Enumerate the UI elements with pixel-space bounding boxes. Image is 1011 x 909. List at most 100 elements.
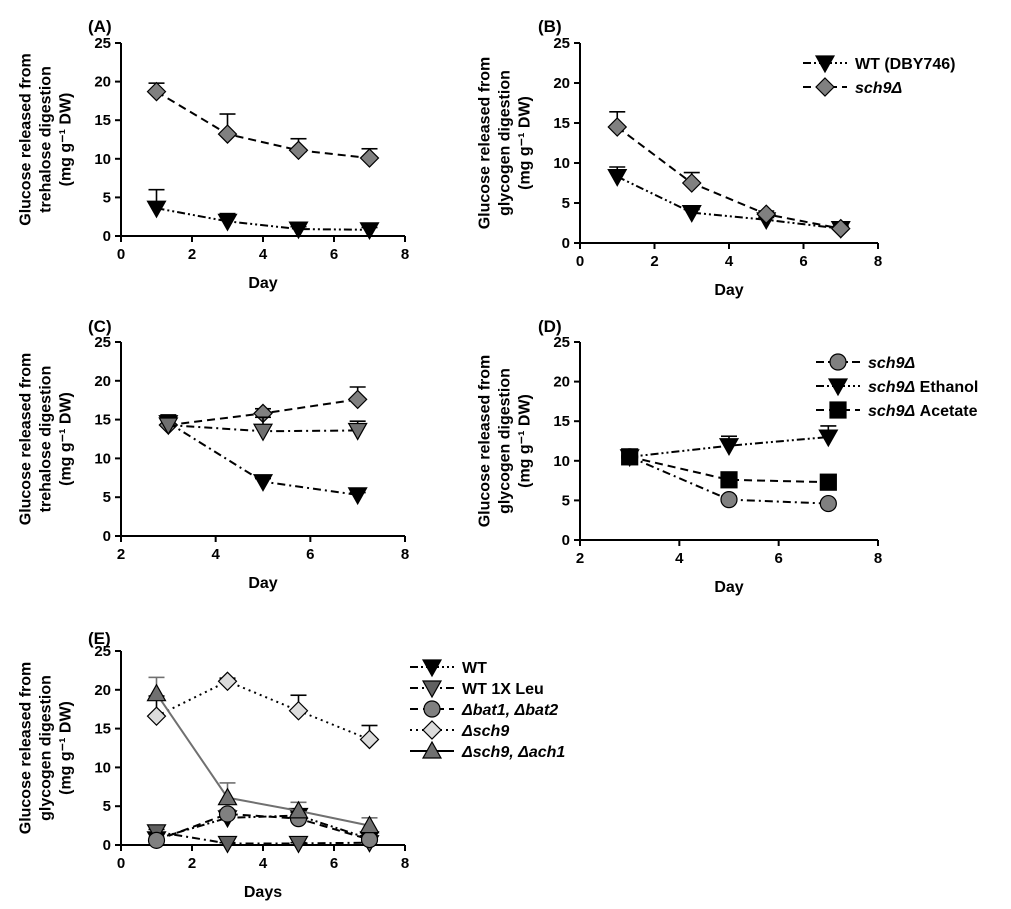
series-line [156,680,370,741]
x-tick-label: 8 [874,253,882,270]
data-point [146,200,167,219]
y-tick-label: 10 [94,450,111,467]
series-1 [146,81,380,168]
y-tick-label: 15 [94,721,111,738]
y-tick-label: 5 [103,489,111,506]
y-tick-label: 0 [103,528,111,545]
series-line [155,90,370,160]
series-0 [607,166,851,239]
series-line [629,436,829,458]
data-point [359,815,380,834]
legend-entry: sch9Δ Ethanol [868,379,978,396]
y-axis-title: Glucose released from [476,355,493,528]
y-tick-label: 25 [94,334,111,351]
y-tick-label: 20 [94,682,111,699]
x-tick-label: 0 [117,246,125,263]
x-tick-label: 6 [774,550,782,567]
data-point [158,417,179,436]
data-point [146,706,167,727]
data-point [347,422,368,441]
data-point [217,671,238,692]
x-tick-label: 2 [188,246,196,263]
data-point [359,729,380,750]
x-tick-label: 6 [799,253,807,270]
legend-marker [827,378,849,397]
data-point [359,148,380,168]
y-axis-title: glycogen digestion [496,368,513,514]
legend-label: WT [462,660,487,677]
legend-entry: sch9Δ Acetate [868,403,978,420]
legend-label: sch9Δ [868,379,915,396]
x-tick-label: 4 [259,855,268,872]
series-1 [607,111,851,239]
panel-label: (B) [538,17,562,36]
panel-label: (A) [88,17,112,36]
data-point [252,474,274,492]
y-tick-label: 15 [94,412,111,429]
y-axis-title: trehalose digestion [37,66,54,213]
legend-marker [815,77,835,97]
y-tick-label: 5 [103,798,111,815]
panel-b: (B) 0 5 10 15 20 25 0 2 4 6 8 Day Glucose released fr… [476,17,955,299]
legend-label: Δsch9, Δach1 [461,744,565,761]
x-axis-title: Day [714,282,743,299]
y-tick-label: 25 [94,643,111,660]
legend-marker [829,353,847,371]
data-point [147,831,166,849]
series-3 [146,671,380,750]
legend-entry: sch9Δ [855,80,902,97]
legend: WT WT 1X Leu Δbat1, Δbat2 Δsch9 Δsch9, Δach1 [410,659,565,761]
x-tick-label: 2 [117,546,125,563]
data-point [288,221,309,240]
series-0 [146,188,380,241]
y-tick-label: 15 [553,413,570,430]
y-tick-label: 25 [553,35,570,52]
data-point [347,487,368,506]
panel-label: (D) [538,317,562,336]
x-tick-label: 6 [330,855,338,872]
legend-label: Δbat1, Δbat2 [461,702,558,719]
y-tick-label: 5 [562,492,570,509]
y-axis-title: (mg g⁻¹ DW) [57,392,74,486]
data-point [621,448,639,466]
x-tick-label: 2 [188,855,196,872]
y-tick-label: 25 [553,334,570,351]
x-tick-label: 2 [650,253,658,270]
legend-entry: Δsch9, Δach1 [461,744,565,761]
series-4 [146,676,380,834]
panel-label: (E) [88,629,111,648]
y-tick-label: 0 [562,235,570,252]
legend-entry: Δbat1, Δbat2 [461,702,558,719]
panel-c: (C) 0 5 10 15 20 25 2 4 6 8 Day Glucose released fro… [17,317,409,592]
data-point [360,830,379,849]
data-point [288,700,309,721]
y-axis-title: (mg g⁻¹ DW) [516,394,533,488]
series-2 [158,416,368,442]
legend-marker [421,740,443,759]
legend-label: WT (DBY746) [855,56,955,73]
data-point [288,140,309,161]
y-tick-label: 5 [103,189,111,206]
y-tick-label: 20 [94,74,111,91]
legend-marker [421,680,443,699]
y-tick-label: 20 [553,75,570,92]
x-axis-title: Day [248,275,277,292]
x-tick-label: 4 [675,550,684,567]
x-axis-title: Day [714,579,743,596]
legend-label: sch9Δ [868,355,915,372]
x-tick-label: 4 [259,246,268,263]
y-tick-label: 10 [94,759,111,776]
data-point [720,491,738,509]
data-point [252,423,274,442]
data-point [146,81,167,102]
x-tick-label: 0 [117,855,125,872]
data-point [217,124,238,144]
legend-entry: WT (DBY746) [855,56,955,73]
y-axis-title: Glucose released from [17,662,34,835]
legend-marker [829,401,847,419]
series-1 [619,425,839,468]
data-point [218,805,237,823]
data-point [607,117,628,137]
panel-e: (E) 0 5 10 15 20 25 0 2 4 6 8 Days Glucose released f… [17,629,565,901]
data-point [607,169,628,187]
